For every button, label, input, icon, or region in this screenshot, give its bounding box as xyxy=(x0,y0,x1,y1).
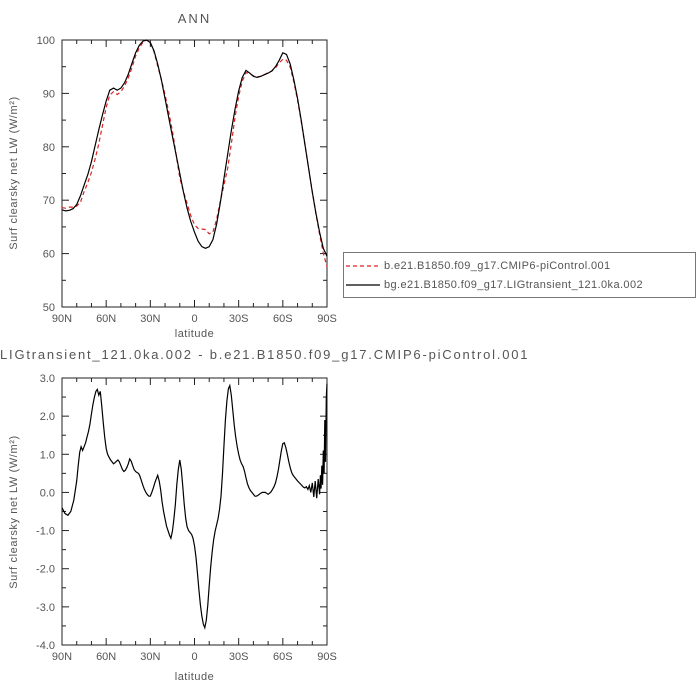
top-x-axis-label: latitude xyxy=(174,328,215,340)
y-tick-label: -3.0 xyxy=(36,602,55,614)
y-tick-label: 3.0 xyxy=(40,373,55,385)
y-tick-label: 1.0 xyxy=(40,449,55,461)
x-tick-label: 60N xyxy=(96,313,116,325)
series-line xyxy=(61,39,328,257)
series-line xyxy=(61,383,328,630)
y-tick-label: 2.0 xyxy=(40,411,55,423)
x-tick-label: 0 xyxy=(191,313,197,325)
y-tick-label: 50 xyxy=(43,302,55,314)
legend-dashed-line-sample xyxy=(346,264,380,267)
x-tick-label: 90S xyxy=(317,313,337,325)
legend-entry-transient: bg.e21.B1850.f09_g17.LIGtransient_121.0k… xyxy=(344,275,695,294)
y-tick-label: 70 xyxy=(43,195,55,207)
x-tick-label: 90N xyxy=(52,313,72,325)
legend-solid-line-sample xyxy=(346,283,380,286)
y-tick-label: 60 xyxy=(43,249,55,261)
top-y-axis-label: Surf clearsky net LW (W/m²) xyxy=(8,96,20,250)
legend-entry-control: b.e21.B1850.f09_g17.CMIP6-piControl.001 xyxy=(344,256,695,275)
legend: b.e21.B1850.f09_g17.CMIP6-piControl.001 … xyxy=(343,252,696,298)
y-tick-label: -2.0 xyxy=(36,564,55,576)
x-tick-label: 60S xyxy=(273,651,293,663)
y-tick-label: -4.0 xyxy=(36,640,55,652)
top-chart-title: ANN xyxy=(177,11,212,26)
plot-frame xyxy=(61,39,328,308)
top-chart: Surf clearsky net LW (W/m²) 90N 60N 30N 0 30… xyxy=(8,35,337,325)
x-tick-label: 30N xyxy=(140,313,160,325)
x-tick-label: 90S xyxy=(317,651,337,663)
bottom-x-axis-label: latitude xyxy=(174,671,215,683)
bottom-y-axis-label: Surf clearsky net LW (W/m²) xyxy=(8,435,20,589)
y-tick-label: 90 xyxy=(43,88,55,100)
x-tick-label: 30S xyxy=(229,651,249,663)
bottom-chart: Surf clearsky net LW (W/m²) 90N 60N 30N 0 30… xyxy=(8,373,337,663)
x-tick-label: 0 xyxy=(191,651,197,663)
legend-label-transient: bg.e21.B1850.f09_g17.LIGtransient_121.0k… xyxy=(384,278,643,291)
x-tick-label: 60N xyxy=(96,651,116,663)
x-tick-label: 30N xyxy=(140,651,160,663)
x-tick-label: 30S xyxy=(229,313,249,325)
legend-label-control: b.e21.B1850.f09_g17.CMIP6-piControl.001 xyxy=(384,259,611,272)
bottom-chart-title: LIGtransient_121.0ka.002 - b.e21.B1850.f… xyxy=(0,347,530,362)
x-tick-label: 60S xyxy=(273,313,293,325)
y-tick-label: -1.0 xyxy=(36,526,55,538)
y-tick-label: 80 xyxy=(43,142,55,154)
plot-frame xyxy=(61,377,328,646)
y-tick-label: 0.0 xyxy=(40,487,55,499)
y-tick-label: 100 xyxy=(37,35,55,47)
x-tick-label: 90N xyxy=(52,651,72,663)
